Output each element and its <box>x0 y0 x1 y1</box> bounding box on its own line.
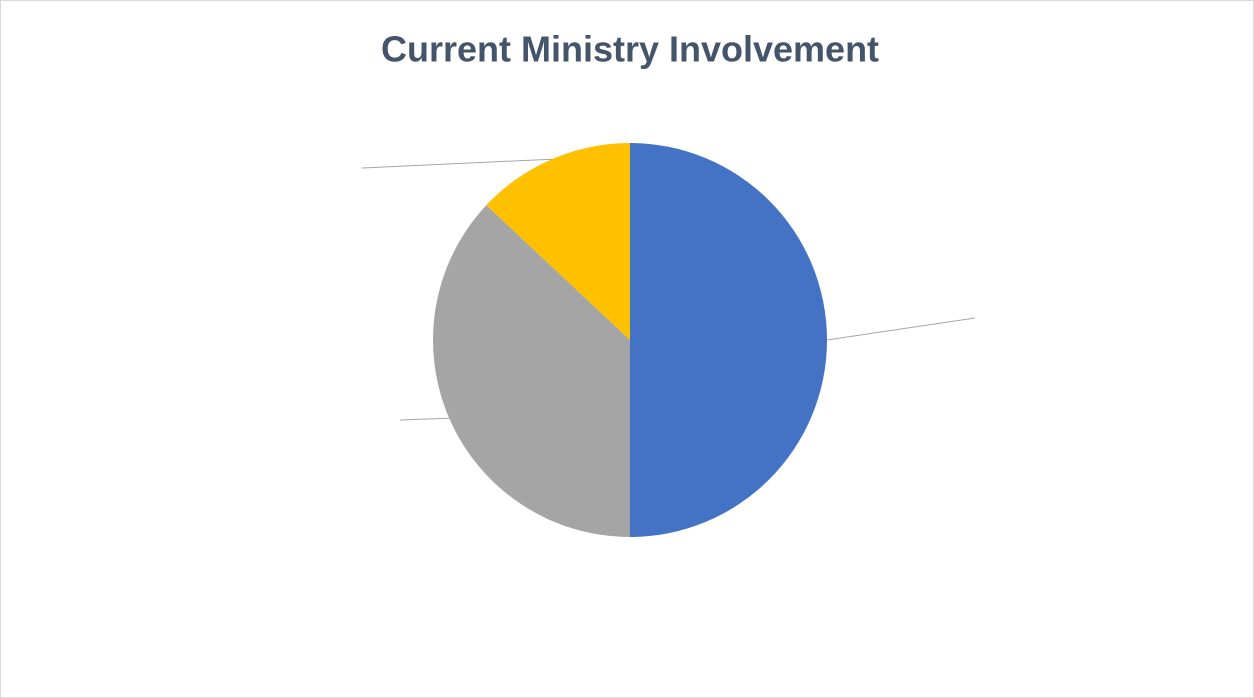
pie-slice <box>630 143 827 537</box>
leader-line <box>399 417 450 421</box>
pie-slice <box>486 143 630 340</box>
pie-slice <box>433 205 630 537</box>
leader-line <box>826 317 976 341</box>
leader-line <box>361 158 552 169</box>
chart-title: Current Ministry Involvement <box>381 29 879 70</box>
